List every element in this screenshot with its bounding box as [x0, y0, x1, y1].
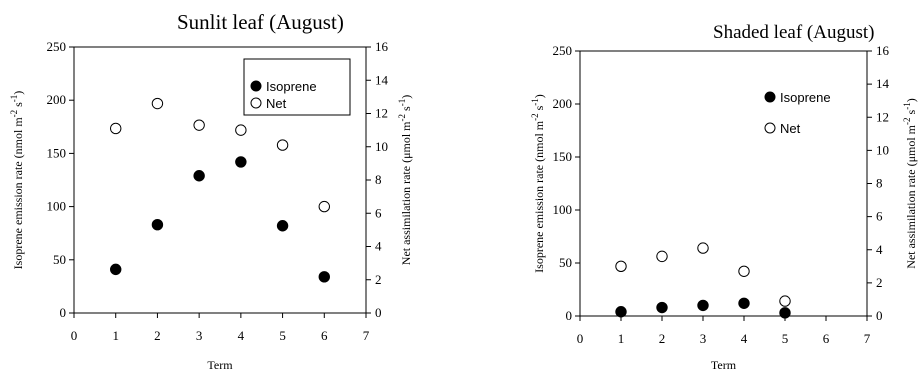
y-tick-label: 0: [60, 305, 67, 320]
y2-axis-label: Net assimilation rate (μmol m-2 s-1): [397, 95, 413, 265]
isoprene-point: [615, 306, 627, 318]
net-point: [318, 200, 330, 213]
x-tick-label: 0: [577, 331, 584, 346]
legend-marker-net: [764, 122, 776, 134]
y-axis-label: Isoprene emission rate (nmol m-2 s-1): [9, 91, 25, 270]
isoprene-point: [656, 301, 668, 314]
net-point: [738, 265, 750, 277]
y-tick-label: 100: [553, 202, 573, 217]
isoprene-point: [110, 263, 122, 276]
y2-tick-label: 6: [876, 209, 883, 224]
x-axis-label: Term: [711, 358, 737, 372]
y2-tick-label: 0: [876, 308, 883, 323]
x-tick-label: 5: [279, 328, 286, 343]
isoprene-point: [235, 156, 247, 168]
x-tick-label: 7: [363, 328, 370, 343]
isoprene-point: [276, 220, 289, 232]
net-point: [656, 250, 668, 263]
x-tick-label: 3: [196, 328, 203, 343]
isoprene-point: [697, 299, 709, 312]
net-point: [276, 139, 289, 151]
y2-tick-label: 14: [375, 72, 389, 87]
legend-label-net: Net: [780, 121, 801, 136]
x-tick-label: 2: [154, 328, 161, 343]
legend-label-isoprene: Isoprene: [266, 79, 317, 94]
net-point: [235, 124, 247, 136]
legend-box: [243, 58, 351, 116]
legend-label-isoprene: Isoprene: [780, 90, 831, 105]
x-tick-label: 7: [864, 331, 871, 346]
y2-axis-label: Net assimilation rate (μmol m-2 s-1): [902, 98, 918, 268]
y-tick-label: 50: [559, 255, 572, 270]
x-tick-label: 2: [659, 331, 666, 346]
x-tick-label: 5: [782, 331, 789, 346]
y-tick-label: 50: [53, 252, 66, 267]
legend-marker-isoprene: [764, 91, 776, 103]
y-tick-label: 150: [553, 149, 573, 164]
y2-tick-label: 6: [375, 205, 382, 220]
y2-tick-label: 14: [876, 76, 890, 91]
y2-tick-label: 0: [375, 305, 382, 320]
y2-tick-label: 10: [375, 139, 388, 154]
y-tick-label: 250: [553, 43, 573, 58]
x-tick-label: 3: [700, 331, 707, 346]
y2-tick-label: 4: [876, 242, 883, 257]
y2-tick-label: 10: [876, 142, 889, 157]
y2-tick-label: 8: [876, 176, 883, 191]
chart-panel-2: Shaded leaf (August)05010015020025002468…: [530, 22, 918, 372]
net-point: [697, 242, 709, 254]
net-point: [615, 260, 627, 273]
x-tick-label: 4: [741, 331, 748, 346]
y2-tick-label: 12: [876, 109, 889, 124]
chart-panel-1: Sunlit leaf (August)05010015020025002468…: [9, 10, 413, 372]
y2-tick-label: 4: [375, 239, 382, 254]
y-tick-label: 200: [47, 92, 67, 107]
y2-tick-label: 16: [375, 39, 389, 54]
net-point: [151, 97, 164, 110]
x-axis-label: Term: [207, 358, 233, 372]
legend-marker-isoprene: [250, 80, 262, 92]
y2-tick-label: 12: [375, 106, 388, 121]
isoprene-point: [779, 307, 791, 319]
y-tick-label: 200: [553, 96, 573, 111]
y-tick-label: 250: [47, 39, 67, 54]
net-point: [779, 295, 791, 307]
x-tick-label: 6: [321, 328, 328, 343]
x-tick-label: 6: [823, 331, 830, 346]
isoprene-point: [738, 297, 750, 309]
chart-title: Shaded leaf (August): [713, 22, 874, 43]
isoprene-point: [318, 271, 330, 283]
y2-tick-label: 8: [375, 172, 382, 187]
x-tick-label: 0: [71, 328, 78, 343]
chart-title: Sunlit leaf (August): [177, 10, 344, 34]
x-tick-label: 1: [618, 331, 625, 346]
isoprene-point: [193, 170, 205, 182]
x-tick-label: 4: [238, 328, 245, 343]
net-point: [110, 122, 122, 135]
net-point: [193, 119, 205, 131]
y-tick-label: 150: [47, 145, 67, 160]
legend-label-net: Net: [266, 96, 287, 111]
y2-tick-label: 2: [375, 272, 382, 287]
y2-tick-label: 16: [876, 43, 890, 58]
y-tick-label: 100: [47, 199, 67, 214]
legend-marker-net: [250, 97, 262, 109]
x-tick-label: 1: [112, 328, 119, 343]
y2-tick-label: 2: [876, 275, 883, 290]
isoprene-point: [151, 218, 164, 231]
y-tick-label: 0: [566, 308, 573, 323]
y-axis-label: Isoprene emission rate (nmol m-2 s-1): [530, 94, 546, 273]
